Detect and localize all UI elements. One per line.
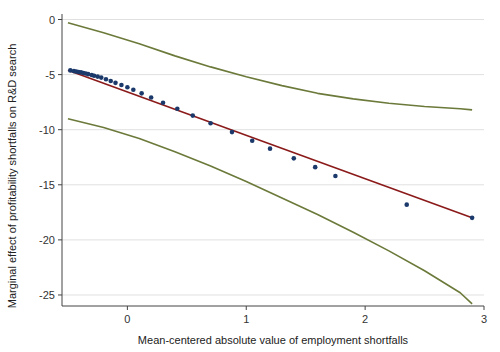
x-tick — [365, 306, 366, 310]
scatter-point — [268, 146, 273, 151]
scatter-point — [208, 121, 213, 126]
scatter-point — [108, 79, 113, 84]
y-tick-label: 0 — [49, 14, 55, 26]
grid-line — [62, 19, 484, 20]
y-tick — [58, 19, 62, 20]
x-tick — [127, 306, 128, 310]
grid-line — [62, 74, 484, 75]
x-tick — [246, 306, 247, 310]
y-tick — [58, 184, 62, 185]
scatter-point — [404, 202, 409, 207]
scatter-point — [139, 91, 144, 96]
scatter-point — [161, 100, 166, 105]
scatter-point — [333, 174, 338, 179]
line-series — [68, 119, 472, 304]
grid-line — [62, 129, 484, 130]
y-tick — [58, 294, 62, 295]
x-axis-line — [62, 306, 484, 307]
scatter-point — [125, 85, 130, 90]
x-tick-label: 0 — [124, 313, 130, 325]
scatter-point — [292, 156, 297, 161]
line-series — [68, 23, 472, 110]
scatter-series — [68, 68, 474, 220]
y-tick-label: -10 — [39, 124, 55, 136]
x-tick-label: 3 — [481, 313, 487, 325]
grid-line — [62, 239, 484, 240]
scatter-point — [190, 113, 195, 118]
plot-area — [68, 23, 474, 304]
scatter-point — [99, 75, 104, 80]
axes: 0 -5 -10 -15 -20 -25 0 1 2 3 — [39, 14, 487, 325]
scatter-point — [250, 138, 255, 143]
y-axis-label: Marginal effect of profitability shortfa… — [6, 44, 18, 309]
y-tick-label: -25 — [39, 289, 55, 301]
scatter-point — [470, 216, 475, 221]
scatter-point — [175, 106, 180, 111]
x-axis-label: Mean-centered absolute value of employme… — [138, 334, 409, 346]
scatter-point — [230, 130, 235, 135]
scatter-point — [149, 95, 154, 100]
y-tick-label: -5 — [45, 69, 55, 81]
scatter-point — [119, 83, 124, 88]
y-tick-label: -20 — [39, 234, 55, 246]
scatter-point — [113, 81, 118, 86]
y-axis-line — [62, 14, 63, 306]
scatter-point — [313, 165, 318, 170]
chart: 0 -5 -10 -15 -20 -25 0 1 2 3 Mean-centered absolut… — [0, 0, 500, 352]
grid-line — [62, 294, 484, 295]
x-tick-label: 2 — [362, 313, 368, 325]
x-tick — [484, 306, 485, 310]
y-tick — [58, 239, 62, 240]
y-tick — [58, 74, 62, 75]
scatter-point — [104, 77, 109, 82]
y-tick-label: -15 — [39, 179, 55, 191]
y-tick — [58, 129, 62, 130]
grid-line — [62, 184, 484, 185]
x-tick-label: 1 — [243, 313, 249, 325]
line-series — [68, 70, 472, 218]
scatter-point — [131, 88, 136, 93]
